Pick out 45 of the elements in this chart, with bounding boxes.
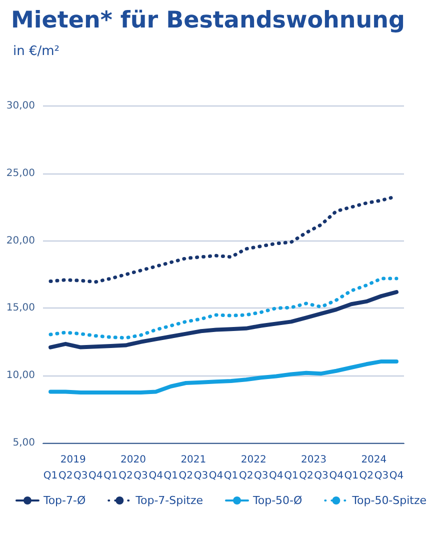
x-tick-label: Q2 <box>58 470 73 482</box>
x-tick-label: Q2 <box>238 470 254 482</box>
legend-label: Top-7-Ø <box>42 494 86 507</box>
x-tick-label: Q4 <box>269 470 284 482</box>
text: 2020 <box>120 454 146 466</box>
y-tick-label: 5,00 <box>12 438 35 448</box>
text: 2019 <box>60 454 86 466</box>
text: 2023 <box>301 454 326 466</box>
x-tick-label: Q3 <box>314 470 328 482</box>
x-tick-label: Q1 <box>344 470 358 482</box>
x-tick-label: Q2 <box>359 470 374 482</box>
x-tick-label: Q1 <box>164 470 178 482</box>
y-tick-label: 20,00 <box>6 235 35 246</box>
text: 2022 <box>240 454 266 466</box>
y-tick-label: 15,00 <box>6 302 35 314</box>
x-tick-label: Q1 <box>224 470 238 482</box>
legend-label: Top-7-Spitze <box>134 494 204 507</box>
y-tick-label: 25,00 <box>6 168 35 179</box>
text: 2021 <box>180 454 206 466</box>
x-tick-label: Q1 <box>104 470 118 482</box>
x-tick-label: Q1 <box>43 470 58 482</box>
x-tick-label: Q2 <box>299 470 314 482</box>
chart-subtitle: in €/m² <box>13 44 60 59</box>
x-tick-label: Q4 <box>389 470 404 482</box>
x-tick-label: Q4 <box>208 470 224 482</box>
x-tick-label: Q3 <box>374 470 389 482</box>
text: 2024 <box>361 454 387 466</box>
x-tick-label: Q3 <box>194 470 208 482</box>
y-tick-label: 10,00 <box>6 370 35 382</box>
line-series <box>48 359 398 394</box>
x-tick-label: Q3 <box>254 470 268 482</box>
legend-label: Top-50-Ø <box>252 494 302 507</box>
y-tick-label: 30,00 <box>6 100 35 112</box>
line-series <box>48 276 398 340</box>
chart-title: Mieten* für Bestandswohnung <box>11 8 405 34</box>
legend-label: Top-50-Spitze <box>351 494 427 507</box>
x-tick-label: Q4 <box>329 470 344 482</box>
x-tick-label: Q4 <box>148 470 163 482</box>
x-tick-label: Q1 <box>284 470 298 482</box>
line-series <box>48 290 398 350</box>
x-tick-label: Q4 <box>88 470 103 482</box>
x-tick-label: Q2 <box>178 470 194 482</box>
x-tick-label: Q3 <box>73 470 88 482</box>
x-tick-label: Q2 <box>118 470 133 482</box>
x-tick-label: Q3 <box>134 470 148 482</box>
